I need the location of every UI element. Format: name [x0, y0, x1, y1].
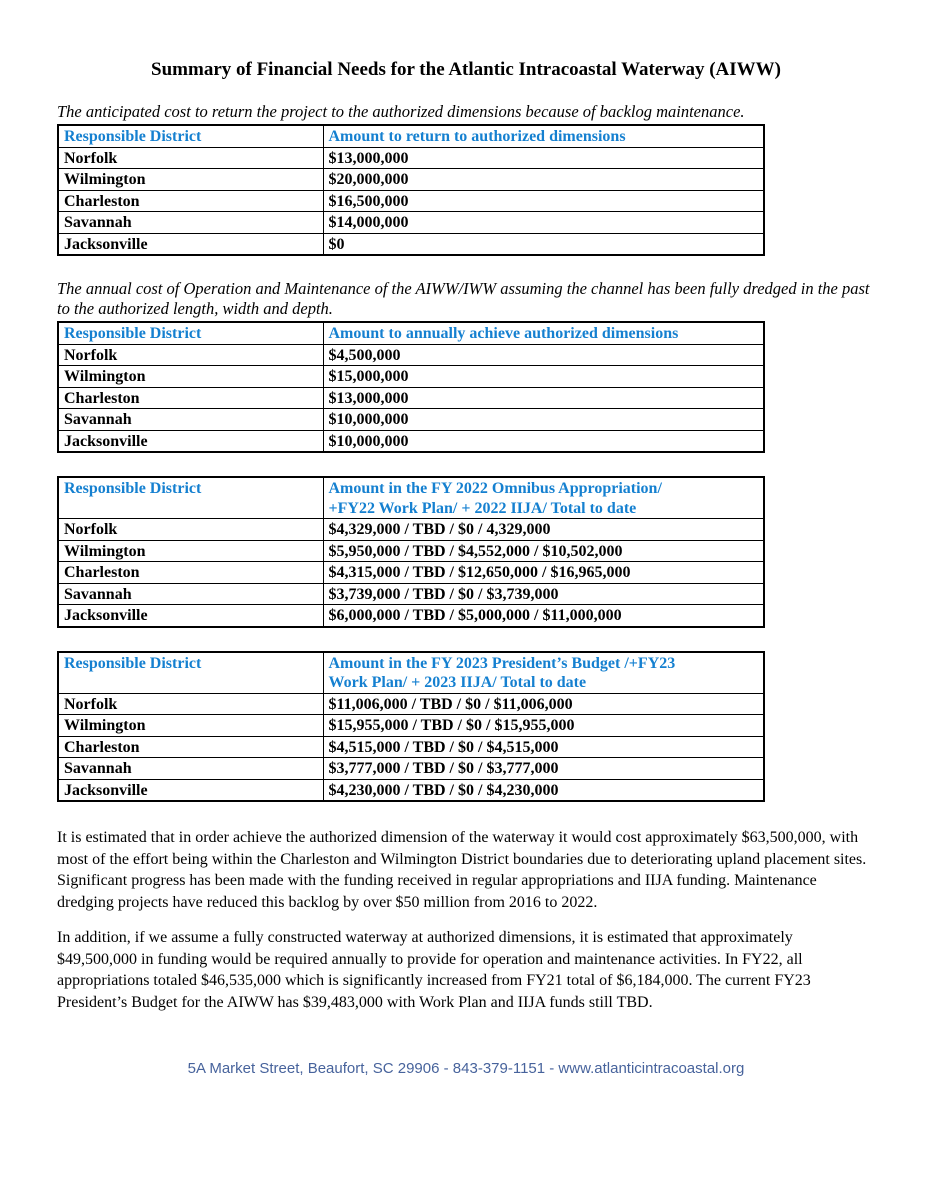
- intro-backlog-text: The anticipated cost to return the proje…: [57, 102, 745, 121]
- district-cell: Wilmington: [57, 365, 324, 388]
- amount-cell: $13,000,000: [322, 386, 765, 409]
- table-row: Wilmington $15,955,000 / TBD / $0 / $15,…: [57, 714, 765, 737]
- amount-cell: $6,000,000 / TBD / $5,000,000 / $11,000,…: [322, 604, 765, 627]
- table-header-row: Responsible District Amount in the FY 20…: [57, 476, 765, 519]
- district-cell: Charleston: [57, 561, 324, 584]
- district-cell: Savannah: [57, 408, 324, 431]
- table-row: Wilmington $15,000,000: [57, 365, 765, 388]
- table-fy2023-funding: Responsible District Amount in the FY 20…: [57, 650, 765, 802]
- table-header-row: Responsible District Amount in the FY 20…: [57, 651, 765, 694]
- table-row: Wilmington $5,950,000 / TBD / $4,552,000…: [57, 539, 765, 562]
- district-cell: Charleston: [57, 189, 324, 212]
- column-header-district: Responsible District: [57, 321, 324, 345]
- district-cell: Jacksonville: [57, 429, 324, 453]
- table-row: Charleston $4,315,000 / TBD / $12,650,00…: [57, 561, 765, 584]
- table-header-row: Responsible District Amount to return to…: [57, 124, 765, 148]
- table-annual-om-cost: Responsible District Amount to annually …: [57, 321, 765, 453]
- district-cell: Jacksonville: [57, 232, 324, 256]
- amount-cell: $15,000,000: [322, 365, 765, 388]
- table-row: Jacksonville $0: [57, 232, 765, 256]
- amount-cell: $4,500,000: [322, 343, 765, 366]
- table-row: Jacksonville $4,230,000 / TBD / $0 / $4,…: [57, 778, 765, 802]
- amount-cell: $20,000,000: [322, 168, 765, 191]
- amount-cell: $4,515,000 / TBD / $0 / $4,515,000: [322, 735, 765, 758]
- table-row: Savannah $10,000,000: [57, 408, 765, 431]
- page-title: Summary of Financial Needs for the Atlan…: [151, 59, 781, 80]
- paragraph-backlog-estimate: It is estimated that in order achieve th…: [57, 829, 867, 912]
- district-cell: Norfolk: [57, 343, 324, 366]
- column-header-district: Responsible District: [57, 476, 324, 519]
- amount-cell: $13,000,000: [322, 146, 765, 169]
- table-row: Jacksonville $10,000,000: [57, 429, 765, 453]
- district-cell: Norfolk: [57, 518, 324, 541]
- amount-cell: $10,000,000: [322, 429, 765, 453]
- column-header-amount: Amount in the FY 2022 Omnibus Appropriat…: [322, 476, 765, 519]
- district-cell: Savannah: [57, 757, 324, 780]
- table-row: Wilmington $20,000,000: [57, 168, 765, 191]
- table-row: Savannah $3,777,000 / TBD / $0 / $3,777,…: [57, 757, 765, 780]
- table-row: Charleston $16,500,000: [57, 189, 765, 212]
- amount-cell: $11,006,000 / TBD / $0 / $11,006,000: [322, 692, 765, 715]
- district-cell: Wilmington: [57, 168, 324, 191]
- table-row: Norfolk $4,329,000 / TBD / $0 / 4,329,00…: [57, 518, 765, 541]
- table-row: Norfolk $4,500,000: [57, 343, 765, 366]
- amount-cell: $3,739,000 / TBD / $0 / $3,739,000: [322, 582, 765, 605]
- district-cell: Jacksonville: [57, 604, 324, 627]
- amount-cell: $14,000,000: [322, 211, 765, 234]
- district-cell: Wilmington: [57, 714, 324, 737]
- table-row: Jacksonville $6,000,000 / TBD / $5,000,0…: [57, 604, 765, 627]
- table-row: Norfolk $13,000,000: [57, 146, 765, 169]
- amount-cell: $4,315,000 / TBD / $12,650,000 / $16,965…: [322, 561, 765, 584]
- district-cell: Charleston: [57, 386, 324, 409]
- amount-cell: $4,329,000 / TBD / $0 / 4,329,000: [322, 518, 765, 541]
- column-header-district: Responsible District: [57, 124, 324, 148]
- amount-cell: $0: [322, 232, 765, 256]
- column-header-amount: Amount to return to authorized dimension…: [322, 124, 765, 148]
- column-header-amount: Amount in the FY 2023 President’s Budget…: [322, 651, 765, 694]
- district-cell: Norfolk: [57, 146, 324, 169]
- intro-annual-text: The annual cost of Operation and Mainten…: [57, 279, 870, 318]
- table-header-row: Responsible District Amount to annually …: [57, 321, 765, 345]
- amount-cell: $5,950,000 / TBD / $4,552,000 / $10,502,…: [322, 539, 765, 562]
- table-backlog-cost: Responsible District Amount to return to…: [57, 124, 765, 256]
- district-cell: Jacksonville: [57, 778, 324, 802]
- column-header-district: Responsible District: [57, 651, 324, 694]
- district-cell: Savannah: [57, 582, 324, 605]
- table-row: Charleston $13,000,000: [57, 386, 765, 409]
- paragraph-annual-estimate: In addition, if we assume a fully constr…: [57, 928, 811, 1011]
- table-row: Savannah $14,000,000: [57, 211, 765, 234]
- district-cell: Wilmington: [57, 539, 324, 562]
- table-row: Charleston $4,515,000 / TBD / $0 / $4,51…: [57, 735, 765, 758]
- column-header-amount: Amount to annually achieve authorized di…: [322, 321, 765, 345]
- district-cell: Savannah: [57, 211, 324, 234]
- footer-contact-info: 5A Market Street, Beaufort, SC 29906 - 8…: [187, 1059, 745, 1077]
- amount-cell: $4,230,000 / TBD / $0 / $4,230,000: [322, 778, 765, 802]
- table-fy2022-funding: Responsible District Amount in the FY 20…: [57, 476, 765, 628]
- district-cell: Charleston: [57, 735, 324, 758]
- table-row: Norfolk $11,006,000 / TBD / $0 / $11,006…: [57, 692, 765, 715]
- amount-cell: $15,955,000 / TBD / $0 / $15,955,000: [322, 714, 765, 737]
- amount-cell: $10,000,000: [322, 408, 765, 431]
- amount-cell: $3,777,000 / TBD / $0 / $3,777,000: [322, 757, 765, 780]
- district-cell: Norfolk: [57, 692, 324, 715]
- table-row: Savannah $3,739,000 / TBD / $0 / $3,739,…: [57, 582, 765, 605]
- amount-cell: $16,500,000: [322, 189, 765, 212]
